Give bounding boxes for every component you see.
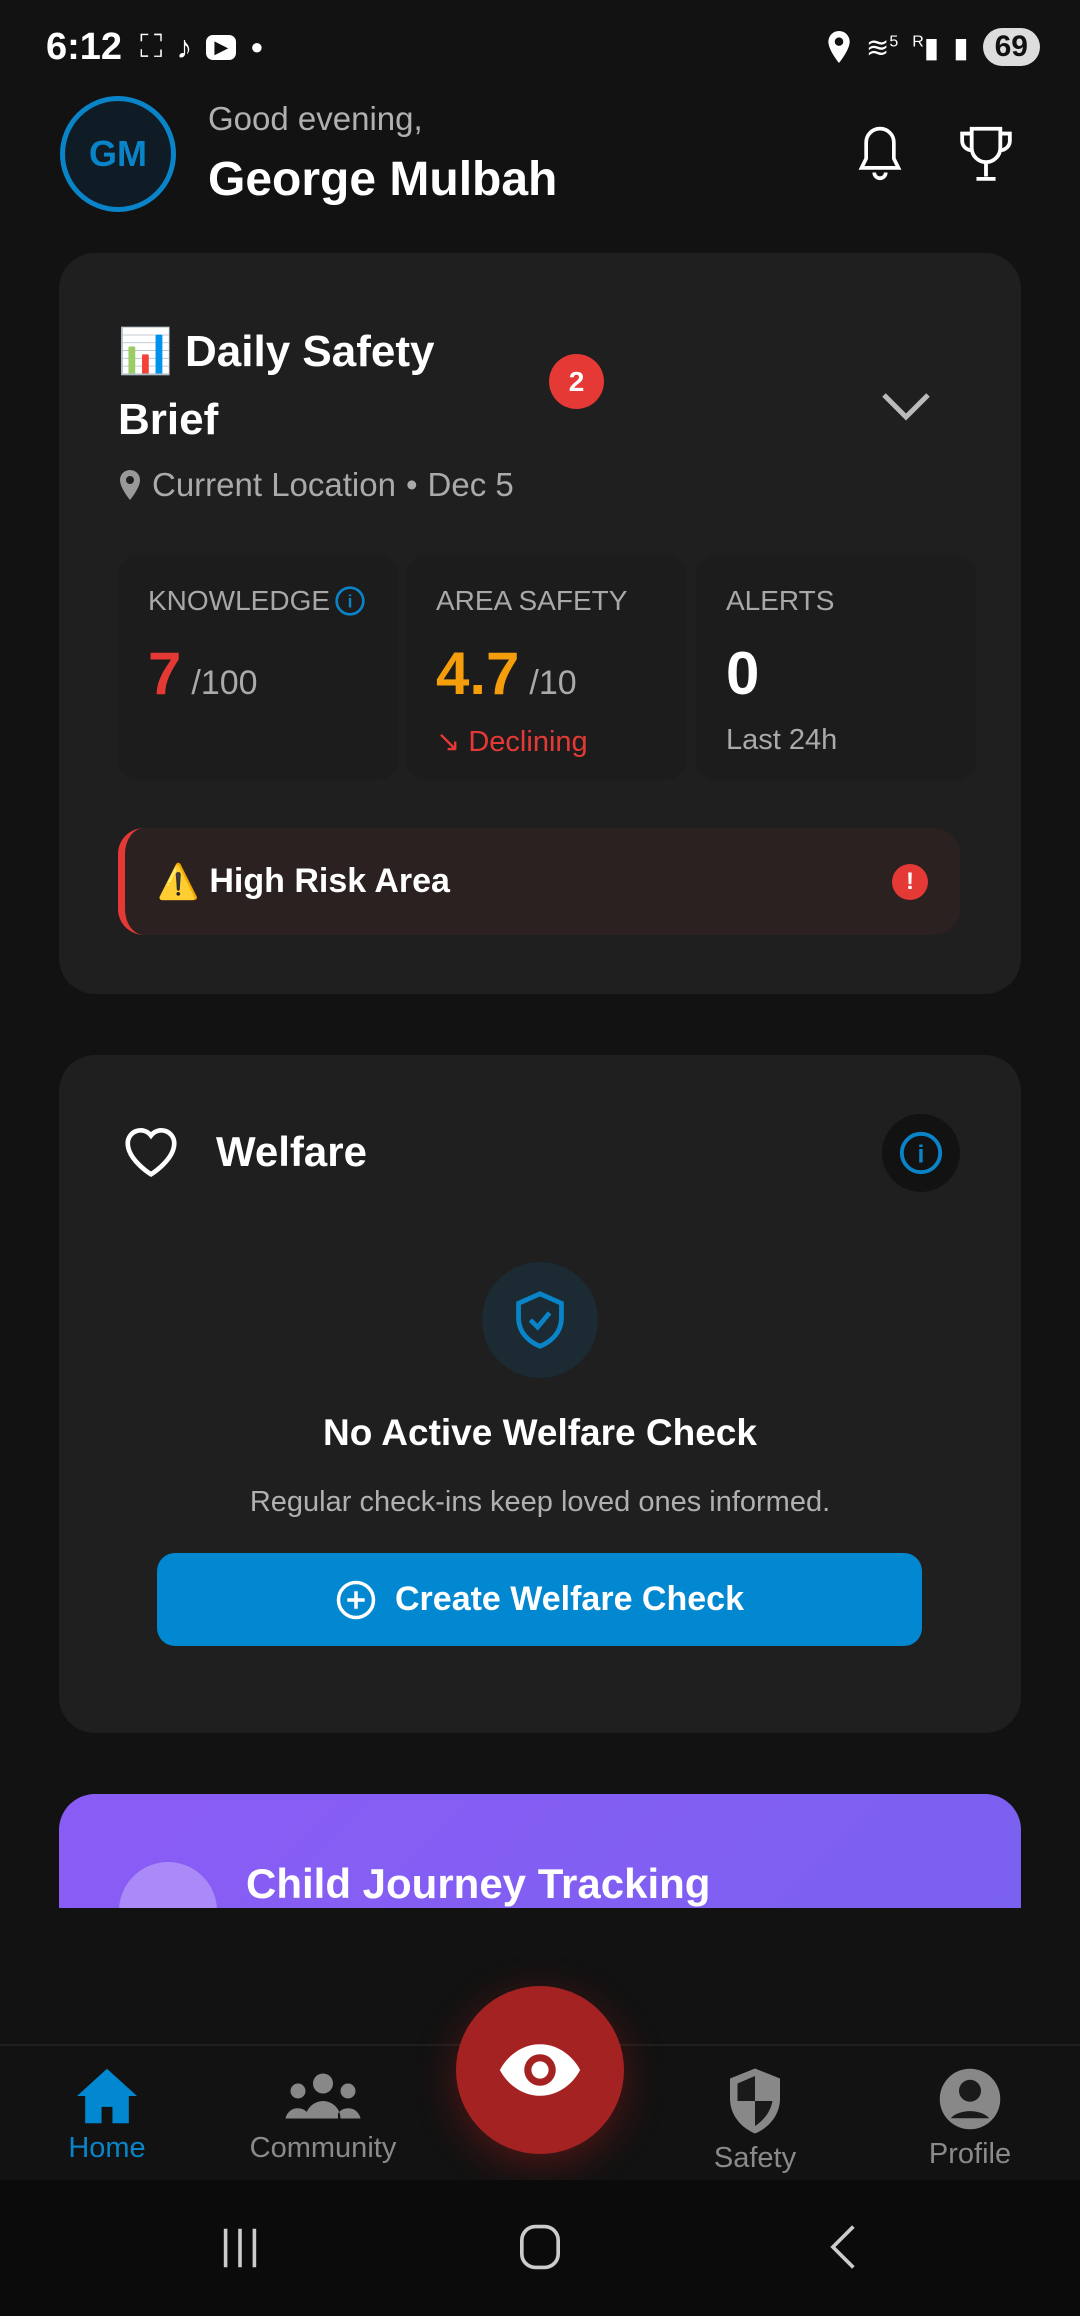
- brief-title: 📊 Daily Safety Brief: [118, 327, 435, 444]
- separator: •: [405, 466, 418, 503]
- empty-state-subtitle: Regular check-ins keep loved ones inform…: [249, 1486, 831, 1518]
- stat-label: ALERTS: [726, 585, 835, 616]
- stat-max: /100: [191, 664, 258, 702]
- notifications-button[interactable]: [852, 124, 908, 189]
- stat-max: /10: [529, 664, 577, 702]
- info-icon: i: [899, 1131, 943, 1175]
- stat-alerts[interactable]: ALERTS 0 Last 24h: [696, 555, 976, 780]
- recents-icon[interactable]: [215, 2224, 265, 2272]
- high-risk-alert[interactable]: ⚠️ High Risk Area !: [118, 828, 960, 935]
- battery-indicator: 69: [982, 28, 1040, 66]
- home-system-icon[interactable]: [516, 2222, 564, 2272]
- brief-badge: 2: [549, 354, 604, 409]
- child-journey-card[interactable]: Child Journey Tracking: [59, 1794, 1021, 1908]
- user-name: George Mulbah: [208, 153, 558, 206]
- shield-check-badge: [482, 1262, 598, 1378]
- stat-value: 0: [726, 640, 760, 707]
- map-icon: [119, 1862, 217, 1908]
- nav-label: Community: [249, 2132, 397, 2164]
- svg-text:i: i: [918, 1141, 925, 1169]
- welfare-title: Welfare: [216, 1128, 367, 1175]
- tiktok-icon: ♪: [176, 28, 193, 65]
- status-bar: 6:12 ⛶ ♪ ▶ ● ≋5 R▮ ▮ 69: [0, 0, 1080, 95]
- heart-icon: [125, 1128, 177, 1177]
- avatar[interactable]: GM: [60, 96, 176, 212]
- bell-icon: [858, 126, 902, 181]
- warning-icon: ⚠️: [157, 862, 200, 901]
- welfare-info-button[interactable]: i: [882, 1114, 960, 1192]
- stat-sub: Last 24h: [726, 724, 838, 756]
- location-line: Current Location • Dec 5: [118, 466, 514, 504]
- nav-safety[interactable]: Safety: [655, 2066, 855, 2175]
- dot-icon: ●: [250, 34, 264, 59]
- alert-exclamation-icon: !: [892, 863, 928, 900]
- nav-label: Home: [68, 2132, 146, 2164]
- stat-trend: Declining: [468, 726, 588, 758]
- stat-value: 4.7: [436, 640, 520, 707]
- eye-icon: [499, 2044, 581, 2096]
- trophy-icon: [960, 126, 1012, 181]
- button-label: Create Welfare Check: [395, 1580, 744, 1618]
- shield-icon: [730, 2068, 780, 2134]
- screenshot-icon: ⛶: [140, 28, 163, 64]
- achievements-button[interactable]: [956, 124, 1016, 191]
- location-pin-icon: [120, 470, 140, 500]
- svg-text:i: i: [348, 592, 353, 612]
- youtube-icon: ▶: [206, 34, 237, 60]
- location-name: Current Location: [152, 466, 396, 503]
- profile-icon: [939, 2068, 1001, 2130]
- child-journey-title: Child Journey Tracking: [246, 1860, 711, 1907]
- chevron-down-icon: [882, 393, 930, 421]
- signal-icon-2: ▮: [953, 31, 969, 63]
- trending-down-icon: ↘: [436, 726, 469, 758]
- create-welfare-check-button[interactable]: Create Welfare Check: [157, 1553, 922, 1646]
- stat-area-safety[interactable]: AREA SAFETY 4.7/10 ↘ Declining: [406, 555, 686, 780]
- nav-community[interactable]: Community: [223, 2066, 423, 2165]
- stat-label: KNOWLEDGE: [148, 585, 331, 616]
- nav-label: Profile: [928, 2138, 1012, 2170]
- greeting: Good evening,: [208, 100, 423, 137]
- plus-circle-icon: [336, 1580, 376, 1619]
- shield-check-icon: [516, 1291, 564, 1349]
- nav-profile[interactable]: Profile: [870, 2066, 1070, 2171]
- stat-knowledge[interactable]: KNOWLEDGE i 7/100: [118, 555, 398, 780]
- location-icon: [828, 31, 850, 63]
- expand-button[interactable]: [880, 390, 932, 429]
- nav-label: Safety: [713, 2142, 797, 2174]
- alert-text: High Risk Area: [209, 862, 450, 900]
- system-nav-bar: [0, 2180, 1080, 2316]
- nav-home[interactable]: Home: [7, 2066, 207, 2165]
- community-icon: [285, 2073, 361, 2119]
- notification-icons: ⛶ ♪ ▶ ●: [140, 28, 264, 66]
- stat-label: AREA SAFETY: [436, 585, 628, 616]
- back-icon[interactable]: [822, 2222, 862, 2272]
- signal-icon: R▮: [912, 31, 940, 63]
- stat-value: 7: [148, 640, 182, 707]
- home-icon: [77, 2068, 137, 2124]
- watch-fab-button[interactable]: [456, 1986, 624, 2154]
- brief-date: Dec 5: [427, 466, 514, 503]
- wifi-icon: ≋5: [865, 31, 899, 63]
- empty-state-title: No Active Welfare Check: [323, 1412, 757, 1453]
- status-time: 6:12: [46, 26, 123, 68]
- system-icons: ≋5 R▮ ▮ 69: [826, 28, 1040, 66]
- info-icon[interactable]: i: [334, 585, 366, 617]
